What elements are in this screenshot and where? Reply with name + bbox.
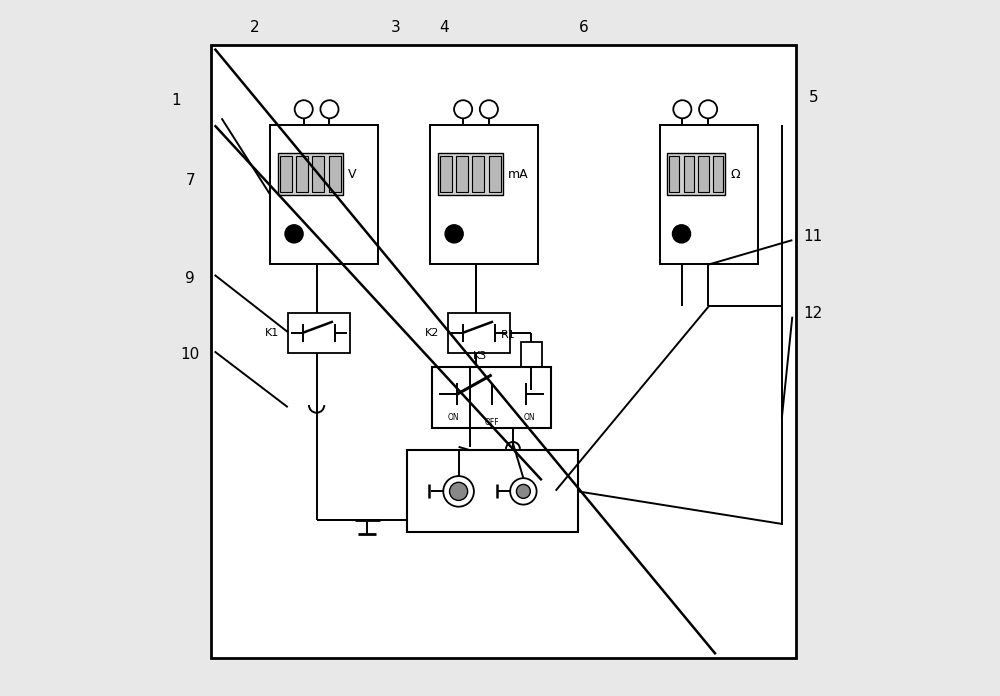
- Bar: [698, 156, 709, 192]
- Bar: [713, 156, 723, 192]
- Text: 5: 5: [808, 90, 818, 105]
- Text: K1: K1: [265, 328, 279, 338]
- Text: 4: 4: [440, 20, 449, 35]
- Text: 2: 2: [250, 20, 260, 35]
- Text: ON: ON: [448, 413, 459, 422]
- Text: 12: 12: [804, 306, 823, 321]
- Bar: [280, 156, 292, 192]
- Bar: [407, 450, 578, 532]
- Bar: [669, 156, 679, 192]
- Circle shape: [673, 100, 691, 118]
- Circle shape: [516, 484, 530, 498]
- Circle shape: [480, 100, 498, 118]
- Bar: [296, 156, 308, 192]
- Bar: [667, 153, 725, 195]
- Text: 1: 1: [172, 93, 181, 109]
- Bar: [440, 156, 452, 192]
- Text: 11: 11: [804, 229, 823, 244]
- Text: V: V: [348, 168, 356, 180]
- Text: OFF: OFF: [484, 418, 499, 427]
- Text: 10: 10: [181, 347, 200, 363]
- Text: Ω: Ω: [730, 168, 740, 180]
- Bar: [312, 156, 324, 192]
- Bar: [472, 156, 484, 192]
- Bar: [448, 313, 510, 353]
- Bar: [684, 156, 694, 192]
- Bar: [211, 45, 796, 658]
- Circle shape: [445, 225, 463, 243]
- Circle shape: [450, 482, 468, 500]
- Bar: [456, 156, 468, 192]
- Bar: [660, 125, 758, 264]
- Circle shape: [699, 100, 717, 118]
- Bar: [432, 367, 551, 428]
- Circle shape: [320, 100, 339, 118]
- Bar: [329, 156, 341, 192]
- Bar: [278, 153, 343, 195]
- Text: R1: R1: [501, 331, 515, 340]
- Circle shape: [672, 225, 691, 243]
- Circle shape: [454, 100, 472, 118]
- Bar: [288, 313, 350, 353]
- Text: 3: 3: [391, 20, 400, 35]
- Text: ON: ON: [524, 413, 536, 422]
- Bar: [270, 125, 378, 264]
- Text: K2: K2: [425, 328, 439, 338]
- Circle shape: [510, 478, 537, 505]
- Bar: [489, 156, 501, 192]
- Text: 9: 9: [185, 271, 195, 286]
- Bar: [438, 153, 503, 195]
- Text: 7: 7: [185, 173, 195, 189]
- Bar: [521, 342, 542, 390]
- Circle shape: [285, 225, 303, 243]
- Circle shape: [295, 100, 313, 118]
- Circle shape: [443, 476, 474, 507]
- Text: 6: 6: [579, 20, 588, 35]
- Bar: [430, 125, 538, 264]
- Text: K3: K3: [473, 351, 487, 361]
- Text: mA: mA: [508, 168, 529, 180]
